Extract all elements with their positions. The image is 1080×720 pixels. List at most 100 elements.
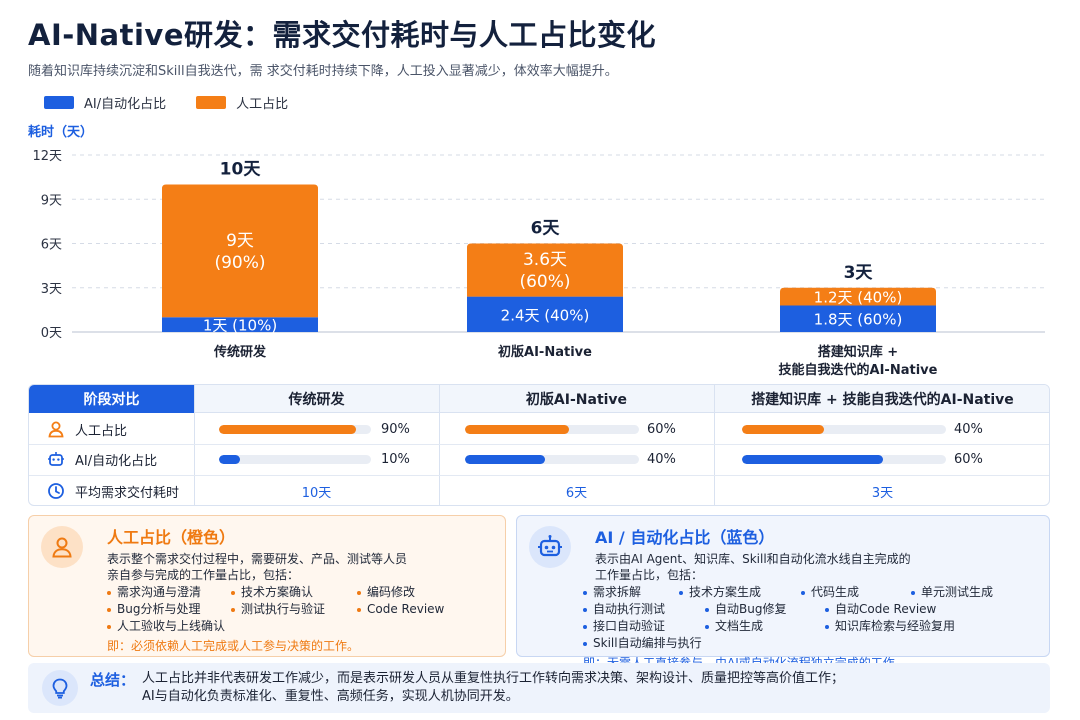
human-bar-advanced [742, 425, 946, 434]
table-col-header-initial: 初版AI-Native [525, 392, 628, 408]
chart-legend: AI/自动化占比 人工占比 [44, 93, 288, 112]
ai-panel-desc-1: 表示由AI Agent、知识库、Skill和自动化流水线自主完成的 [595, 552, 911, 566]
total-label: 3天 [844, 263, 874, 283]
time-initial: 6天 [565, 485, 588, 501]
data-label-ai: 1天 (10%) [203, 317, 277, 335]
list-item: 自动执行测试 [583, 601, 705, 618]
list-item: 文档生成 [705, 618, 825, 635]
ai-pct-initial: 40% [647, 451, 676, 467]
human-panel-items: 需求沟通与澄清 技术方案确认 编码修改 Bug分析与处理 测试执行与验证 Cod… [107, 584, 491, 635]
ai-bar-advanced [742, 455, 946, 464]
human-pct-initial: 60% [647, 421, 676, 437]
row-label-ai-text: AI/自动化占比 [75, 453, 158, 469]
ai-bar-fill [465, 455, 546, 464]
data-label-human: (60%) [519, 272, 570, 292]
bar-ai [780, 305, 936, 332]
human-panel-desc-1: 表示整个需求交付过程中，需要研发、产品、测试等人员 [107, 552, 408, 566]
legend-label-ai: AI/自动化占比 [84, 97, 167, 112]
list-item: 自动Bug修复 [705, 601, 825, 618]
summary-label: 总结： [90, 671, 136, 689]
list-item: 编码修改 [357, 584, 467, 601]
table-row-label-time: 平均需求交付耗时 [47, 476, 180, 505]
human-bar-traditional [219, 425, 371, 434]
list-item: 需求沟通与澄清 [107, 584, 231, 601]
list-item: Bug分析与处理 [107, 601, 231, 618]
data-label-ai: 1.8天 (60%) [814, 311, 903, 329]
table-divider [714, 385, 715, 505]
list-item: 技术方案生成 [679, 584, 801, 601]
list-item: 接口自动验证 [583, 618, 705, 635]
list-item: 自动Code Review [825, 601, 1015, 618]
list-item: Code Review [357, 601, 467, 618]
table-row-divider [29, 475, 1049, 476]
y-tick-label: 12天 [32, 149, 62, 164]
person-icon [41, 526, 83, 568]
table-row-divider [29, 444, 1049, 445]
robot-icon [529, 526, 571, 568]
bar-ai [467, 296, 623, 332]
page-title: AI-Native研发：需求交付耗时与人工占比变化 [28, 18, 656, 52]
table-row-label-human: 人工占比 [47, 414, 127, 444]
human-panel-desc-2: 亲自参与完成的工作量占比，包括： [107, 568, 300, 582]
y-axis-label: 耗时（天） [28, 124, 93, 140]
person-icon [48, 421, 64, 438]
data-label-human: 3.6天 [523, 250, 567, 270]
x-tick-label: 技能自我迭代的AI-Native [779, 362, 938, 378]
legend-swatch-ai [44, 96, 74, 109]
list-item: 代码生成 [801, 584, 911, 601]
ai-panel-items: 需求拆解 技术方案生成 代码生成 单元测试生成 自动执行测试 自动Bug修复 自… [583, 584, 1035, 652]
list-item: 需求拆解 [583, 584, 679, 601]
ai-bar-traditional [219, 455, 371, 464]
table-divider [194, 385, 195, 505]
list-item: 测试执行与验证 [231, 601, 357, 618]
data-label-human: (90%) [214, 253, 265, 273]
list-item: 知识库检索与经验复用 [825, 618, 1015, 635]
list-item: 单元测试生成 [911, 584, 1021, 601]
legend-item-ai: AI/自动化占比 [44, 93, 166, 112]
y-tick-label: 0天 [41, 326, 62, 341]
summary-line-2: AI与自动化负责标准化、重复性、高频任务，实现人机协同开发。 [142, 689, 519, 704]
ai-panel-title: AI / 自动化占比（蓝色） [595, 528, 775, 547]
row-label-human-text: 人工占比 [75, 423, 128, 439]
table-col-header-advanced: 搭建知识库 + 技能自我迭代的AI-Native [751, 392, 1014, 408]
data-label-human: 9天 [226, 231, 254, 251]
bar-human [162, 184, 318, 318]
page-subtitle: 随着知识库持续沉淀和Skill自我迭代，需 求交付耗时持续下降，人工投入显著减少… [28, 64, 618, 79]
y-tick-label: 9天 [41, 193, 62, 208]
ai-share-panel: AI / 自动化占比（蓝色） 表示由AI Agent、知识库、Skill和自动化… [516, 515, 1050, 670]
data-label-human: 1.2天 (40%) [814, 289, 903, 307]
ai-pct-traditional: 10% [381, 451, 410, 467]
ai-bar-initial [465, 455, 639, 464]
summary-text: 人工占比并非代表研发工作减少，而是表示研发人员从重复性执行工作转向需求决策、架构… [142, 670, 1042, 706]
x-tick-label: 传统研发 [213, 344, 267, 360]
list-item: 人工验收与上线确认 [107, 618, 307, 635]
human-bar-initial [465, 425, 639, 434]
ai-panel-desc-2: 工作量占比，包括： [595, 568, 704, 582]
x-tick-label: 搭建知识库 + [818, 344, 898, 360]
summary-line-1: 人工占比并非代表研发工作减少，而是表示研发人员从重复性执行工作转向需求决策、架构… [142, 671, 845, 686]
table-row-label-ai: AI/自动化占比 [47, 444, 157, 474]
ai-bar-fill [742, 455, 883, 464]
row-label-time-text: 平均需求交付耗时 [75, 485, 180, 501]
robot-icon [48, 452, 64, 466]
legend-swatch-human [196, 96, 227, 109]
list-item: 技术方案确认 [231, 584, 357, 601]
human-panel-conclusion: 即：必须依赖人工完成或人工参与决策的工作。 [107, 639, 360, 653]
human-bar-fill [742, 425, 824, 434]
bar-human [467, 243, 623, 297]
bar-human [780, 287, 936, 306]
table-divider [439, 385, 440, 505]
table-header-stage: 阶段对比 [29, 385, 194, 413]
human-panel-title: 人工占比（橙色） [107, 528, 236, 547]
human-pct-advanced: 40% [954, 421, 983, 437]
time-traditional: 10天 [301, 485, 332, 501]
legend-label-human: 人工占比 [236, 97, 289, 112]
comparison-table: 阶段对比 传统研发 初版AI-Native 搭建知识库 + 技能自我迭代的AI-… [28, 384, 1050, 506]
y-tick-label: 6天 [41, 238, 62, 253]
ai-bar-fill [219, 455, 241, 464]
time-advanced: 3天 [871, 485, 894, 501]
list-item: Skill自动编排与执行 [583, 635, 783, 652]
total-label: 6天 [531, 219, 561, 239]
summary-box: 总结： 人工占比并非代表研发工作减少，而是表示研发人员从重复性执行工作转向需求决… [28, 663, 1050, 713]
